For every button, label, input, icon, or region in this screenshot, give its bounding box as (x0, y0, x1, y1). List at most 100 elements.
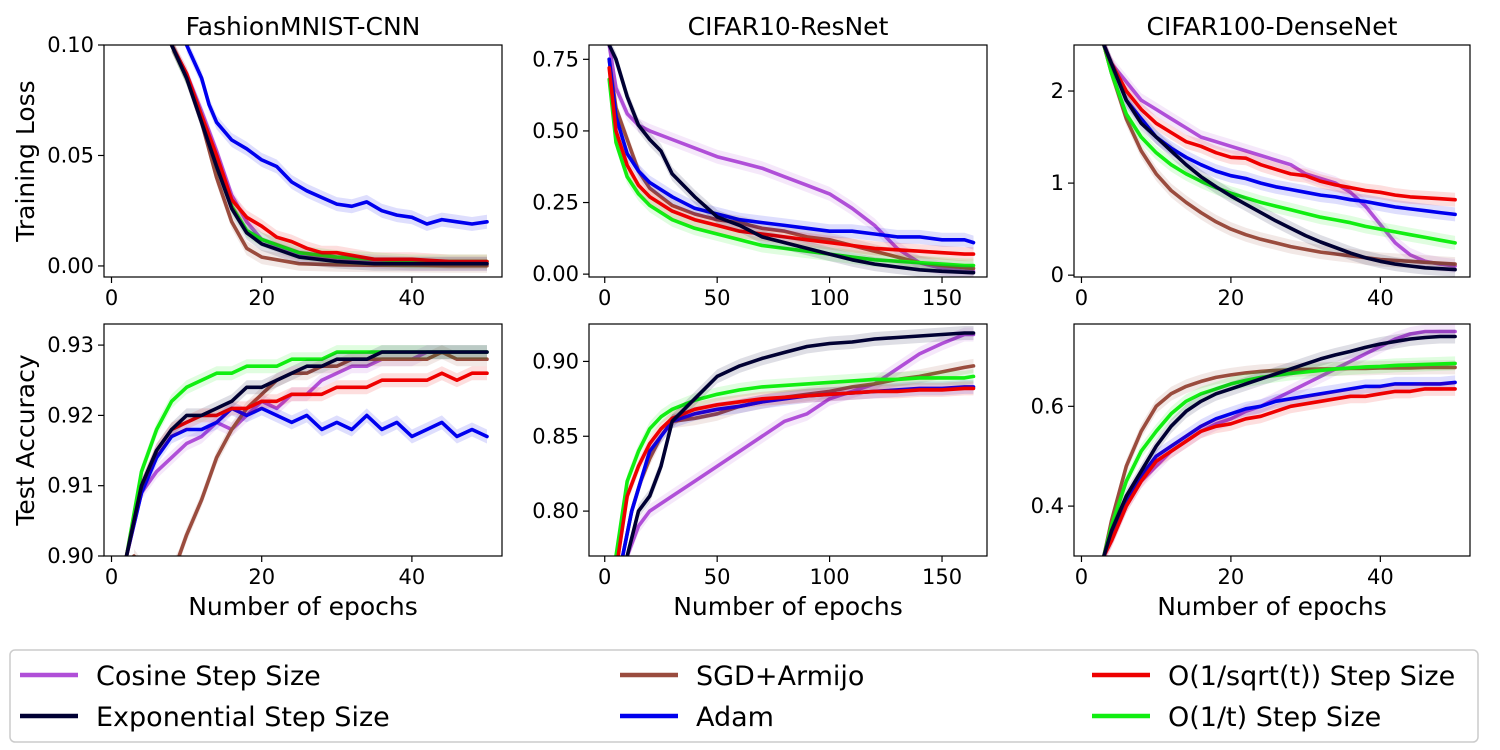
x-tick-label: 50 (704, 565, 731, 589)
series-adam (607, 57, 976, 245)
x-tick-label: 40 (1367, 286, 1394, 310)
series-exponential-step-size (169, 45, 489, 266)
series-adam (124, 406, 489, 556)
y-tick-label: 0.90 (532, 349, 579, 373)
series-sgd-armijo (1102, 45, 1457, 266)
x-tick-label: 40 (399, 286, 426, 310)
series-o-1-sqrt-t-step-size (607, 66, 976, 256)
x-tick-label: 20 (1218, 286, 1245, 310)
series-o-1-t-step-size (614, 374, 976, 556)
legend-item-o-1-sqrt-t-step-size: O(1/sqrt(t)) Step Size (1092, 661, 1455, 692)
series-exponential-step-size (124, 350, 489, 556)
y-tick-label: 0.75 (532, 47, 579, 71)
x-tick-label: 0 (1075, 565, 1088, 589)
series-exponential-step-size (625, 331, 976, 556)
x-tick-label: 0 (1075, 286, 1088, 310)
series-o-1-sqrt-t-step-size (616, 386, 976, 556)
band-cosine-step-size (627, 327, 974, 556)
y-tick-label: 0.00 (532, 262, 579, 286)
plot-area (607, 45, 976, 277)
y-tick-label: 0.4 (1031, 494, 1064, 518)
y-tick-label: 0.10 (47, 33, 94, 57)
x-tick-label: 100 (810, 565, 850, 589)
band-o-1-sqrt-t-step-size (1103, 381, 1456, 556)
legend-item-adam: Adam (620, 702, 774, 733)
series-o-1-t-step-size (607, 77, 976, 268)
panel-cifar100-acc: 0 20 40 0.4 0.6 Number of epochs (1031, 323, 1471, 621)
legend-label: O(1/sqrt(t)) Step Size (1168, 661, 1455, 692)
panel-cifar10-acc: 0 50 100 150 0.80 0.85 0.90 Number of epochs (532, 323, 988, 621)
axes-frame (103, 323, 503, 557)
series-o-1-sqrt-t-step-size (1102, 45, 1457, 202)
x-tick-label: 40 (1367, 565, 1394, 589)
legend: Cosine Step Size Exponential Step Size SGD… (9, 649, 1479, 743)
series-o-1-t-step-size (1102, 45, 1457, 245)
band-sgd-armijo (622, 358, 974, 556)
band-o-1-sqrt-t-step-size (171, 45, 487, 269)
legend-label: SGD+Armijo (696, 661, 864, 692)
series-sgd-armijo (132, 350, 489, 556)
axes-frame (588, 44, 988, 278)
y-tick-label: 1 (1051, 171, 1064, 195)
band-o-1-t-step-size (1103, 45, 1456, 250)
series-adam (1102, 380, 1457, 556)
x-tick-label: 0 (598, 565, 611, 589)
x-axis-label: Number of epochs (1157, 592, 1387, 621)
series-cosine-step-size (625, 332, 976, 556)
y-tick-label: 0 (1051, 263, 1064, 287)
y-tick-label: 0.92 (47, 403, 94, 427)
legend-item-exponential-step-size: Exponential Step Size (20, 702, 390, 733)
y-tick-label: 0.05 (47, 143, 94, 167)
axes-frame (588, 323, 988, 557)
y-tick-label: 0.90 (47, 544, 94, 568)
series-cosine-step-size (1102, 45, 1457, 268)
plot-area (1102, 45, 1457, 277)
plot-area (169, 45, 489, 273)
series-exponential-step-size (1102, 334, 1457, 556)
x-tick-label: 150 (922, 565, 962, 589)
x-tick-label: 0 (598, 286, 611, 310)
series-cosine-step-size (1102, 329, 1457, 556)
legend-label: Adam (696, 702, 774, 733)
panel-cifar100-loss: 0 20 40 0 1 2 CIFAR100-DenseNet (1051, 12, 1471, 310)
legend-item-cosine-step-size: Cosine Step Size (20, 661, 321, 692)
y-tick-label: 0.6 (1031, 394, 1064, 418)
y-tick-label: 0.93 (47, 333, 94, 357)
series-exponential-step-size (607, 45, 976, 275)
x-axis-label: Number of epochs (673, 592, 903, 621)
legend-label: O(1/t) Step Size (1168, 702, 1381, 733)
x-tick-label: 20 (248, 286, 275, 310)
y-axis-label: Test Accuracy (11, 354, 40, 527)
panel-fmnist-loss: 0 20 40 0.00 0.05 0.10 FashionMNIST-CNN Trainin… (11, 12, 503, 310)
plot-area (614, 326, 976, 556)
panel-title: CIFAR100-DenseNet (1147, 12, 1398, 41)
y-tick-label: 0.80 (532, 499, 579, 523)
series-sgd-armijo (1102, 365, 1457, 556)
axes-frame (1073, 323, 1471, 557)
y-tick-label: 0.00 (47, 254, 94, 278)
legend-label: Exponential Step Size (96, 702, 390, 733)
series-adam (184, 45, 489, 226)
x-tick-label: 150 (922, 286, 962, 310)
panel-title: CIFAR10-ResNet (688, 12, 889, 41)
panel-fmnist-acc: 0 20 40 0.90 0.91 0.92 0.93 Number of epochs Tes… (11, 323, 503, 621)
y-tick-label: 0.50 (532, 119, 579, 143)
legend-item-o-1-t-step-size: O(1/t) Step Size (1092, 702, 1381, 733)
plot-area (1102, 324, 1457, 556)
axes-frame (1073, 44, 1471, 278)
legend-item-sgd-armijo: SGD+Armijo (620, 661, 864, 692)
band-cosine-step-size (1103, 45, 1456, 273)
plot-area (124, 345, 489, 556)
series-o-1-sqrt-t-step-size (169, 45, 489, 264)
band-exponential-step-size (627, 326, 974, 556)
y-tick-label: 0.25 (532, 191, 579, 215)
series-o-1-sqrt-t-step-size (1102, 387, 1457, 556)
x-tick-label: 40 (399, 565, 426, 589)
legend-label: Cosine Step Size (96, 661, 321, 692)
y-tick-label: 2 (1051, 79, 1064, 103)
series-cosine-step-size (169, 45, 489, 266)
panel-cifar10-loss: 0 50 100 150 0.00 0.25 0.50 0.75 CIFAR10-ResNet (532, 12, 988, 310)
panel-title: FashionMNIST-CNN (186, 12, 421, 41)
axes-frame (103, 44, 503, 278)
